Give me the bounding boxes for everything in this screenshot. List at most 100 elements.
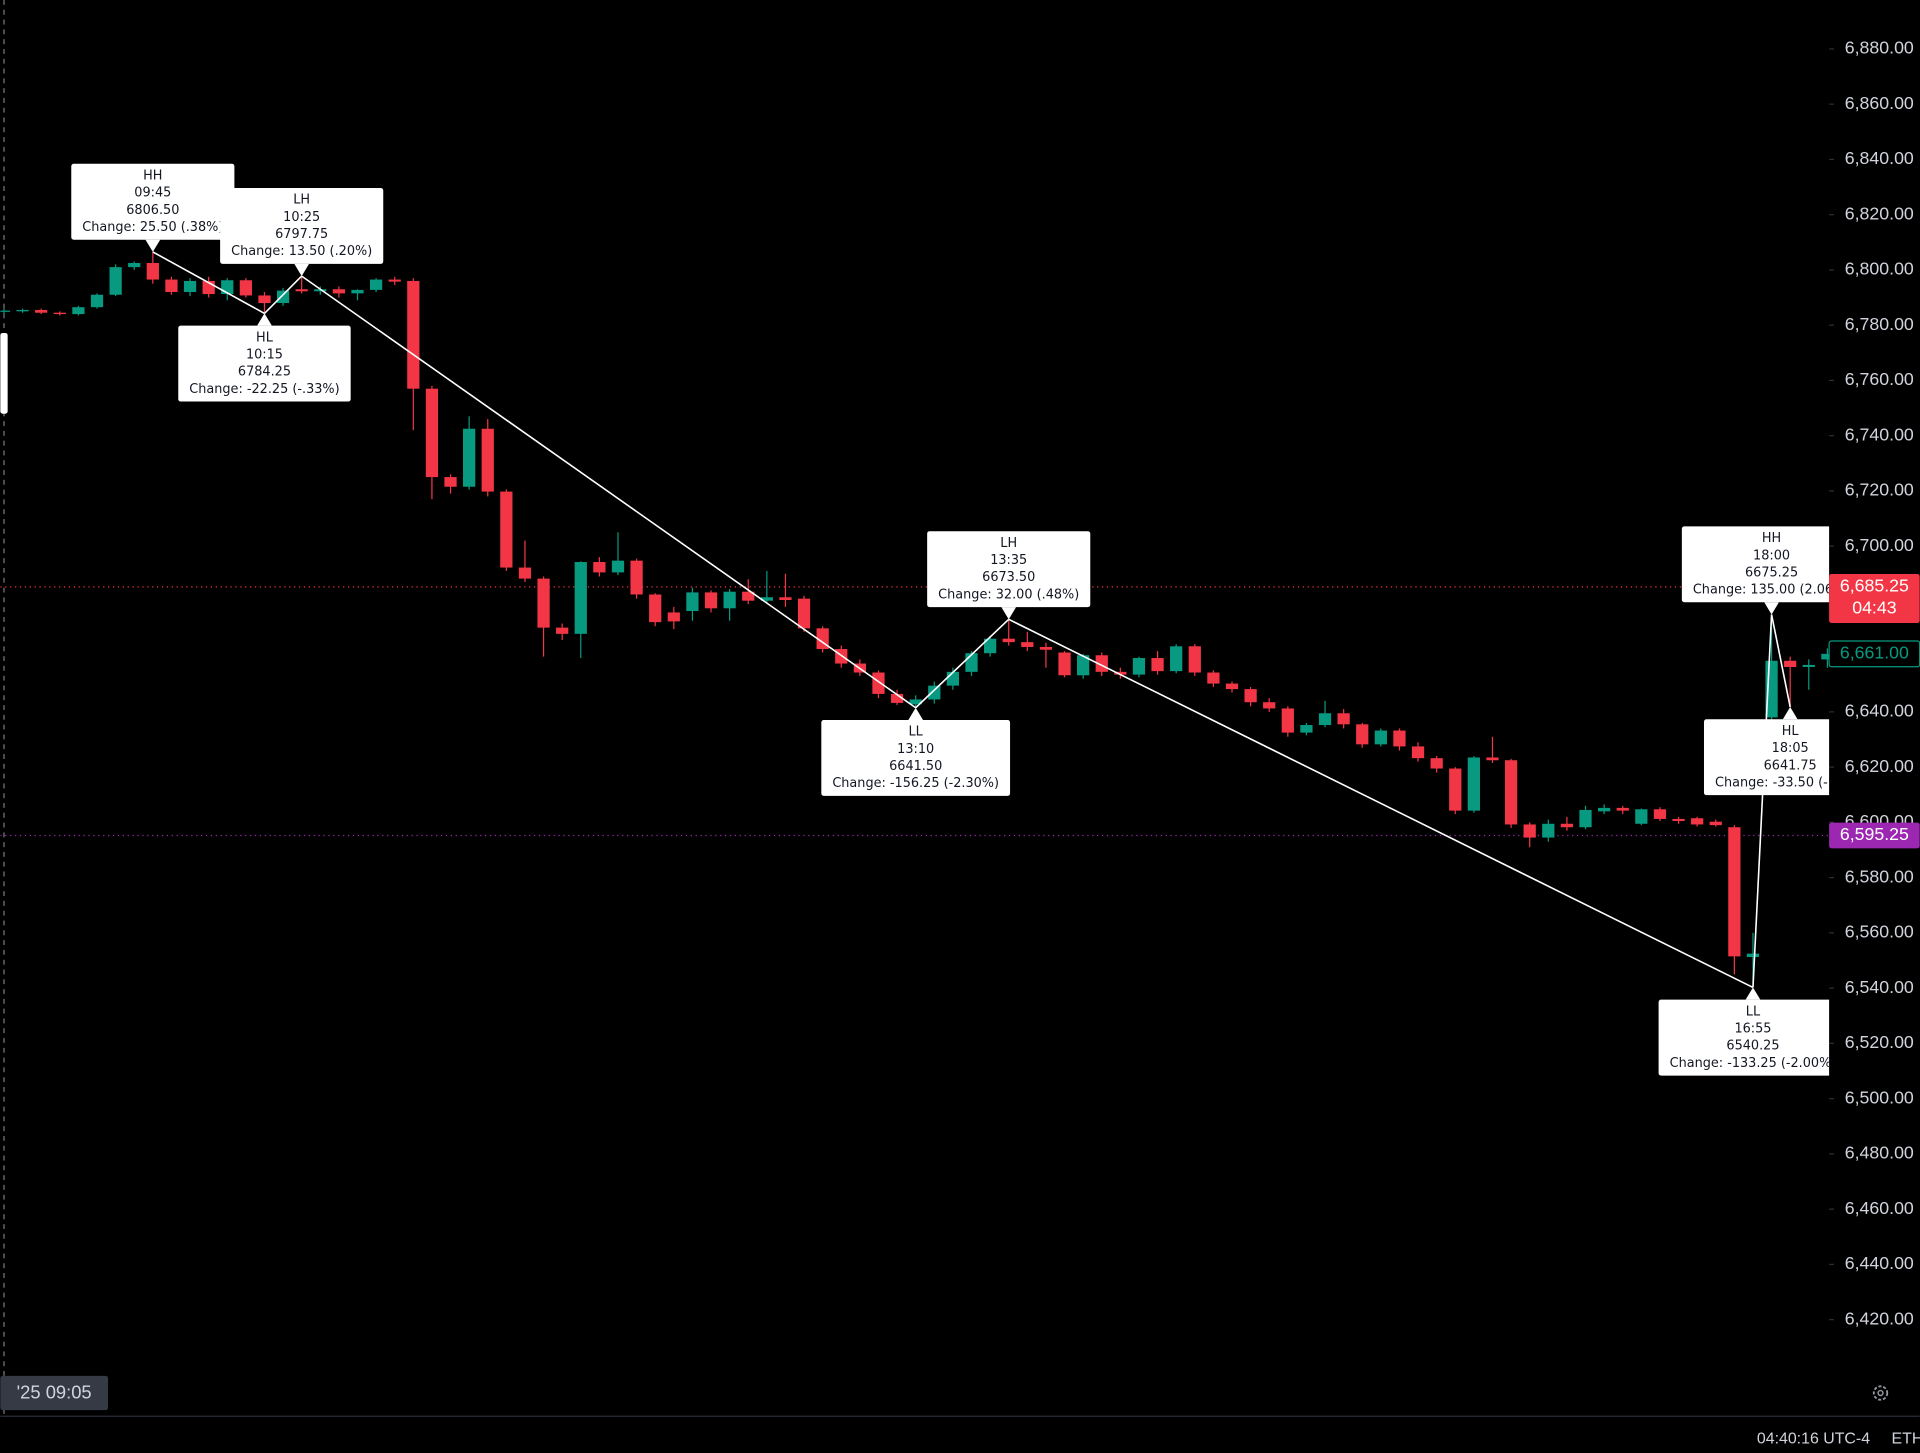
y-tick-label: 6,760.00: [1845, 369, 1914, 389]
candle-body: [1560, 823, 1574, 828]
candle-body: [146, 262, 159, 280]
swing-label: LH: [1000, 536, 1017, 551]
candle-body: [53, 312, 66, 315]
candle-body: [1170, 646, 1183, 672]
swing-price-label: 6806.50: [126, 203, 179, 218]
candle-body: [35, 309, 48, 313]
swing-price-label: 6641.50: [889, 759, 942, 774]
price-tag: [1829, 574, 1920, 623]
candle-body: [723, 591, 736, 609]
swing-pointer: [1782, 707, 1798, 720]
candle-body: [1151, 658, 1164, 672]
candle-body: [1263, 702, 1276, 709]
swing-label: HH 09:45 6806.50 Change: 25.50 (.38%): [71, 163, 235, 252]
y-tick-label: 6,780.00: [1845, 314, 1914, 334]
swing-price-label: 6784.25: [238, 365, 291, 380]
candle-body: [1542, 823, 1555, 838]
candle-body: [537, 578, 550, 628]
candle-body: [1616, 807, 1629, 811]
swing-change: Change: 13.50 (.20%): [231, 244, 372, 259]
y-tick-label: 6,820.00: [1845, 203, 1914, 223]
zigzag-line: [263, 275, 303, 314]
gear-outer[interactable]: [1872, 1385, 1889, 1401]
swing-label: LL: [909, 725, 924, 740]
swing-price-label: 6673.50: [982, 570, 1035, 585]
gear-inner[interactable]: [1877, 1389, 1884, 1397]
candle-body: [0, 310, 11, 312]
y-tick-label: 6,420.00: [1845, 1308, 1914, 1328]
candle-body: [1579, 809, 1592, 828]
swing-label: HH: [143, 169, 162, 184]
candle-body: [351, 289, 364, 294]
candle-body: [872, 672, 885, 694]
candle-body: [481, 428, 494, 492]
candle-body: [1411, 746, 1425, 759]
swing-label: HL 18:05 6641.75 Change: -33.50 (-.50%): [1703, 707, 1865, 796]
candle-body: [369, 279, 383, 290]
candle-body: [183, 280, 197, 292]
candle-body: [332, 289, 346, 294]
swing-price-label: 6540.25: [1726, 1039, 1779, 1054]
swing-change: Change: 32.00 (.48%): [938, 587, 1079, 602]
swing-pointer: [1764, 602, 1779, 615]
swing-time: 10:25: [283, 210, 320, 225]
swing-change: Change: -33.50 (-.50%): [1715, 775, 1865, 790]
candle-body: [1746, 953, 1760, 958]
candle-body: [72, 307, 85, 315]
candle-body: [1021, 642, 1034, 647]
swing-change: Change: -133.25 (-2.00%): [1670, 1056, 1837, 1071]
candle-body: [946, 671, 960, 686]
candle-body: [1784, 660, 1797, 667]
y-tick-label: 6,500.00: [1845, 1087, 1914, 1107]
session[interactable]: ETH: [1892, 1431, 1920, 1448]
clock[interactable]: 04:40:16 UTC-4: [1757, 1431, 1870, 1448]
y-tick-label: 6,540.00: [1845, 977, 1914, 997]
swing-time: 18:05: [1772, 741, 1809, 756]
swing-pointer: [908, 707, 924, 720]
y-tick-label: 6,520.00: [1845, 1032, 1914, 1052]
candle-body: [1821, 653, 1830, 660]
y-tick-label: 6,580.00: [1845, 866, 1914, 886]
y-tick-label: 6,560.00: [1845, 922, 1914, 942]
swing-change: Change: 25.50 (.38%): [82, 220, 223, 235]
candle-body: [276, 290, 290, 304]
candle-body: [779, 597, 792, 601]
candle-body: [258, 295, 271, 304]
candle-body: [1374, 730, 1387, 745]
swing-label: LH 10:25 6797.75 Change: 13.50 (.20%): [220, 187, 384, 277]
y-tick-label: 6,720.00: [1845, 480, 1914, 500]
price-tag-label: 6,685.25: [1840, 576, 1909, 596]
settings-icon[interactable]: [1872, 1385, 1889, 1401]
candle-body: [611, 560, 625, 573]
candle-body: [1132, 658, 1146, 675]
candle-body: [463, 428, 476, 487]
swing-change: Change: 135.00 (2.06%): [1693, 583, 1850, 598]
swing-box: [927, 531, 1091, 608]
swing-pointer: [294, 263, 310, 277]
y-tick-label: 6,880.00: [1845, 38, 1914, 58]
candle-body: [128, 262, 141, 268]
candle-body: [1504, 760, 1518, 825]
candle-body: [1281, 708, 1294, 733]
candle-body: [1430, 758, 1443, 769]
swing-label: HL 10:15 6784.25 Change: -22.25 (-.33%): [178, 313, 351, 402]
candle-body: [704, 592, 718, 609]
swing-price-label: 6675.25: [1745, 565, 1798, 580]
candle-body: [1356, 724, 1369, 745]
zigzag-line: [1008, 618, 1754, 989]
candle-body: [593, 562, 606, 573]
candle-body: [797, 598, 811, 629]
swing-price-label: 6641.75: [1764, 758, 1817, 773]
swing-box: [1658, 999, 1830, 1076]
swing-time: 18:00: [1753, 548, 1790, 563]
candle-body: [1188, 646, 1201, 673]
swing-time: 13:35: [990, 553, 1027, 568]
candle-body: [1691, 818, 1704, 825]
crosshair-time-box: [0, 1375, 109, 1411]
zigzag-line: [301, 275, 917, 709]
candle-body: [444, 477, 457, 487]
candle-body: [686, 592, 699, 612]
